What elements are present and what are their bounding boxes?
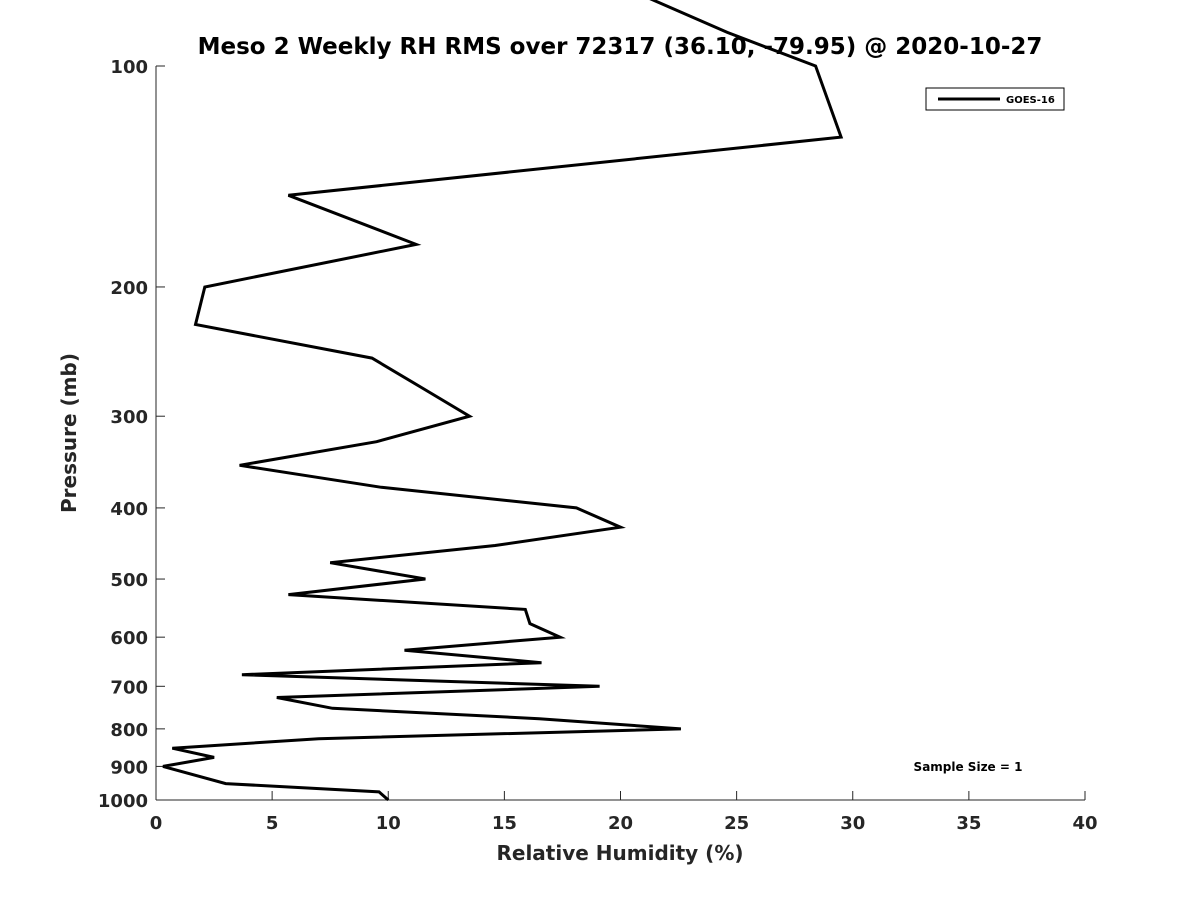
y-axis-label: Pressure (mb) <box>57 353 81 513</box>
chart-title: Meso 2 Weekly RH RMS over 72317 (36.10, … <box>198 34 1043 60</box>
legend: GOES-16 <box>925 87 1065 111</box>
sample-size-annotation: Sample Size = 1 <box>914 760 1023 774</box>
y-tick-label: 700 <box>110 677 148 698</box>
y-tick-label: 500 <box>110 570 148 591</box>
axes <box>155 66 1085 801</box>
x-tick-label: 5 <box>266 813 279 834</box>
x-tick-label: 0 <box>150 813 163 834</box>
y-tick-label: 200 <box>110 278 148 299</box>
x-tick-label: 25 <box>724 813 749 834</box>
y-tick-label: 100 <box>110 57 148 78</box>
series-layer <box>162 0 844 802</box>
x-tick-label: 40 <box>1072 813 1097 834</box>
y-tick-label: 800 <box>110 720 148 741</box>
x-ticks: 0 5 10 15 20 25 30 35 40 <box>150 791 1098 834</box>
y-tick-label: 1000 <box>98 791 148 812</box>
x-tick-label: 15 <box>492 813 517 834</box>
y-tick-label: 600 <box>110 628 148 649</box>
y-tick-label: 400 <box>110 499 148 520</box>
series-line-goes-16 <box>162 0 844 802</box>
legend-label-goes-16: GOES-16 <box>1006 95 1055 106</box>
x-tick-label: 35 <box>956 813 981 834</box>
y-ticks: 100 200 300 400 500 600 700 800 900 1000 <box>98 57 165 812</box>
x-tick-label: 30 <box>840 813 865 834</box>
x-tick-label: 10 <box>376 813 401 834</box>
y-tick-label: 300 <box>110 407 148 428</box>
y-tick-label: 900 <box>110 757 148 778</box>
x-axis-label: Relative Humidity (%) <box>496 841 743 865</box>
x-tick-label: 20 <box>608 813 633 834</box>
